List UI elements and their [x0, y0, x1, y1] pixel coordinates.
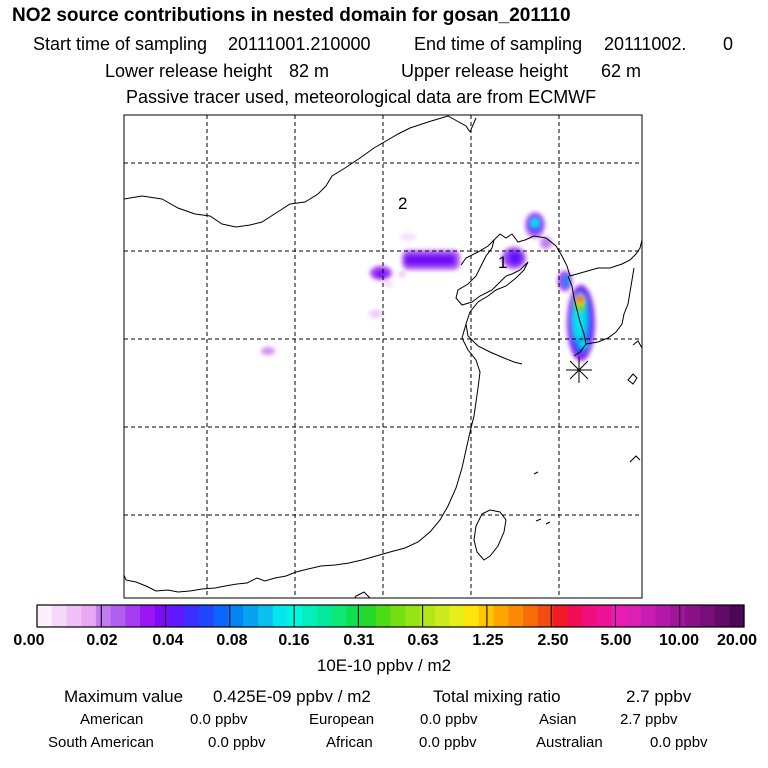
colorbar-swatch: [316, 605, 333, 627]
colorbar-swatch: [405, 605, 421, 627]
colorbar-swatch: [125, 605, 141, 627]
colorbar-tick: 5.00: [600, 632, 632, 649]
start-time-label: Start time of sampling: [33, 34, 208, 54]
region-name-american: American: [80, 711, 144, 728]
lower-height-value: 82 m: [289, 61, 330, 81]
source-label-1: 1: [498, 253, 507, 272]
colorbar-tick: 0.63: [407, 632, 439, 649]
colorbar-swatch: [361, 605, 377, 627]
start-time-value: 20111001.210000: [228, 34, 371, 54]
colorbar-swatch: [640, 605, 657, 627]
upper-height-label: Upper release height: [401, 61, 569, 81]
map-gridlines: [124, 115, 642, 598]
region-value-american: 0.0 ppbv: [190, 711, 248, 728]
colorbar-swatch: [449, 605, 465, 627]
colorbar-swatch: [346, 605, 362, 627]
tracer-info: Passive tracer used, meteorological data…: [126, 87, 597, 107]
end-time-label: End time of sampling: [414, 34, 583, 54]
region-name-australian: Australian: [536, 734, 603, 751]
colorbar-tick: 0.16: [278, 632, 310, 649]
total-mixing-value: 2.7 ppbv: [626, 687, 692, 706]
colorbar-tick: 0.04: [152, 632, 184, 649]
colorbar-swatch: [95, 605, 112, 627]
total-mixing-label: Total mixing ratio: [433, 687, 561, 706]
colorbar-swatch: [626, 605, 642, 627]
colorbar-swatch: [169, 605, 185, 627]
colorbar-swatch: [66, 605, 82, 627]
colorbar-swatch: [272, 605, 288, 627]
colorbar-tick: 0.00: [13, 632, 45, 649]
receptor-marker: [566, 357, 592, 383]
colorbar-swatch: [37, 605, 53, 627]
colorbar-swatch: [81, 605, 97, 627]
colorbar-swatch: [567, 605, 583, 627]
region-value-australian: 0.0 ppbv: [650, 734, 708, 751]
region-name-south-american: South American: [48, 734, 154, 751]
colorbar-swatch: [390, 605, 406, 627]
colorbar-swatch: [493, 605, 509, 627]
colorbar-swatch: [257, 605, 274, 627]
colorbar-swatch: [655, 605, 671, 627]
colorbar-swatch: [243, 605, 259, 627]
colorbar-tick: 0.08: [216, 632, 248, 649]
colorbar-tick-lines: [100, 605, 681, 627]
source-label-2: 2: [398, 194, 407, 213]
colorbar-swatch: [199, 605, 215, 627]
end-time-value: 20111002.: [604, 34, 687, 54]
region-name-european: European: [309, 711, 375, 728]
colorbar-swatch: [154, 605, 171, 627]
region-value-european: 0.0 ppbv: [420, 711, 478, 728]
lower-height-label: Lower release height: [105, 61, 273, 81]
colorbar-swatch: [213, 605, 230, 627]
colorbar-swatch: [302, 605, 318, 627]
colorbar-swatch: [685, 605, 701, 627]
colorbar-tick: 1.25: [472, 632, 504, 649]
max-value: 0.425E-09 ppbv / m2: [213, 687, 371, 706]
colorbar-swatch: [51, 605, 68, 627]
colorbar-swatch: [611, 605, 627, 627]
region-name-african: African: [326, 734, 373, 751]
end-time-extra: 0: [723, 34, 734, 54]
colorbar-swatch: [140, 605, 156, 627]
colorbar-swatch: [375, 605, 392, 627]
colorbar-tick: 2.50: [537, 632, 569, 649]
map-frame: [123, 114, 643, 599]
colorbar-tick: 10.00: [658, 632, 700, 649]
upper-height-value: 62 m: [601, 61, 642, 81]
colorbar-tick: 0.02: [86, 632, 118, 649]
colorbar: [37, 605, 745, 627]
colorbar-frame: [36, 604, 745, 628]
colorbar-swatch: [714, 605, 730, 627]
colorbar-swatch: [670, 605, 686, 627]
colorbar-swatch: [110, 605, 126, 627]
map-title: NO2 source contributions in nested domai…: [12, 5, 571, 26]
region-name-asian: Asian: [539, 711, 577, 728]
colorbar-tick: 0.31: [343, 632, 375, 649]
colorbar-swatch: [523, 605, 539, 627]
region-value-african: 0.0 ppbv: [419, 734, 477, 751]
max-value-label: Maximum value: [64, 687, 184, 706]
coastlines: [124, 115, 642, 598]
colorbar-swatch: [228, 605, 244, 627]
colorbar-tick: 20.00: [716, 632, 758, 649]
colorbar-swatch: [699, 605, 716, 627]
colorbar-swatch: [729, 605, 745, 627]
colorbar-swatch: [596, 605, 613, 627]
colorbar-swatch: [434, 605, 451, 627]
colorbar-swatch: [581, 605, 598, 627]
colorbar-units: 10E-10 ppbv / m2: [316, 656, 452, 675]
colorbar-swatch: [537, 605, 554, 627]
colorbar-swatch: [464, 605, 480, 627]
colorbar-swatch: [508, 605, 524, 627]
colorbar-swatch: [419, 605, 436, 627]
colorbar-swatch: [552, 605, 568, 627]
colorbar-swatch: [331, 605, 347, 627]
region-value-asian: 2.7 ppbv: [620, 711, 678, 728]
region-value-south-american: 0.0 ppbv: [208, 734, 266, 751]
colorbar-swatch: [184, 605, 200, 627]
colorbar-swatch: [287, 605, 303, 627]
